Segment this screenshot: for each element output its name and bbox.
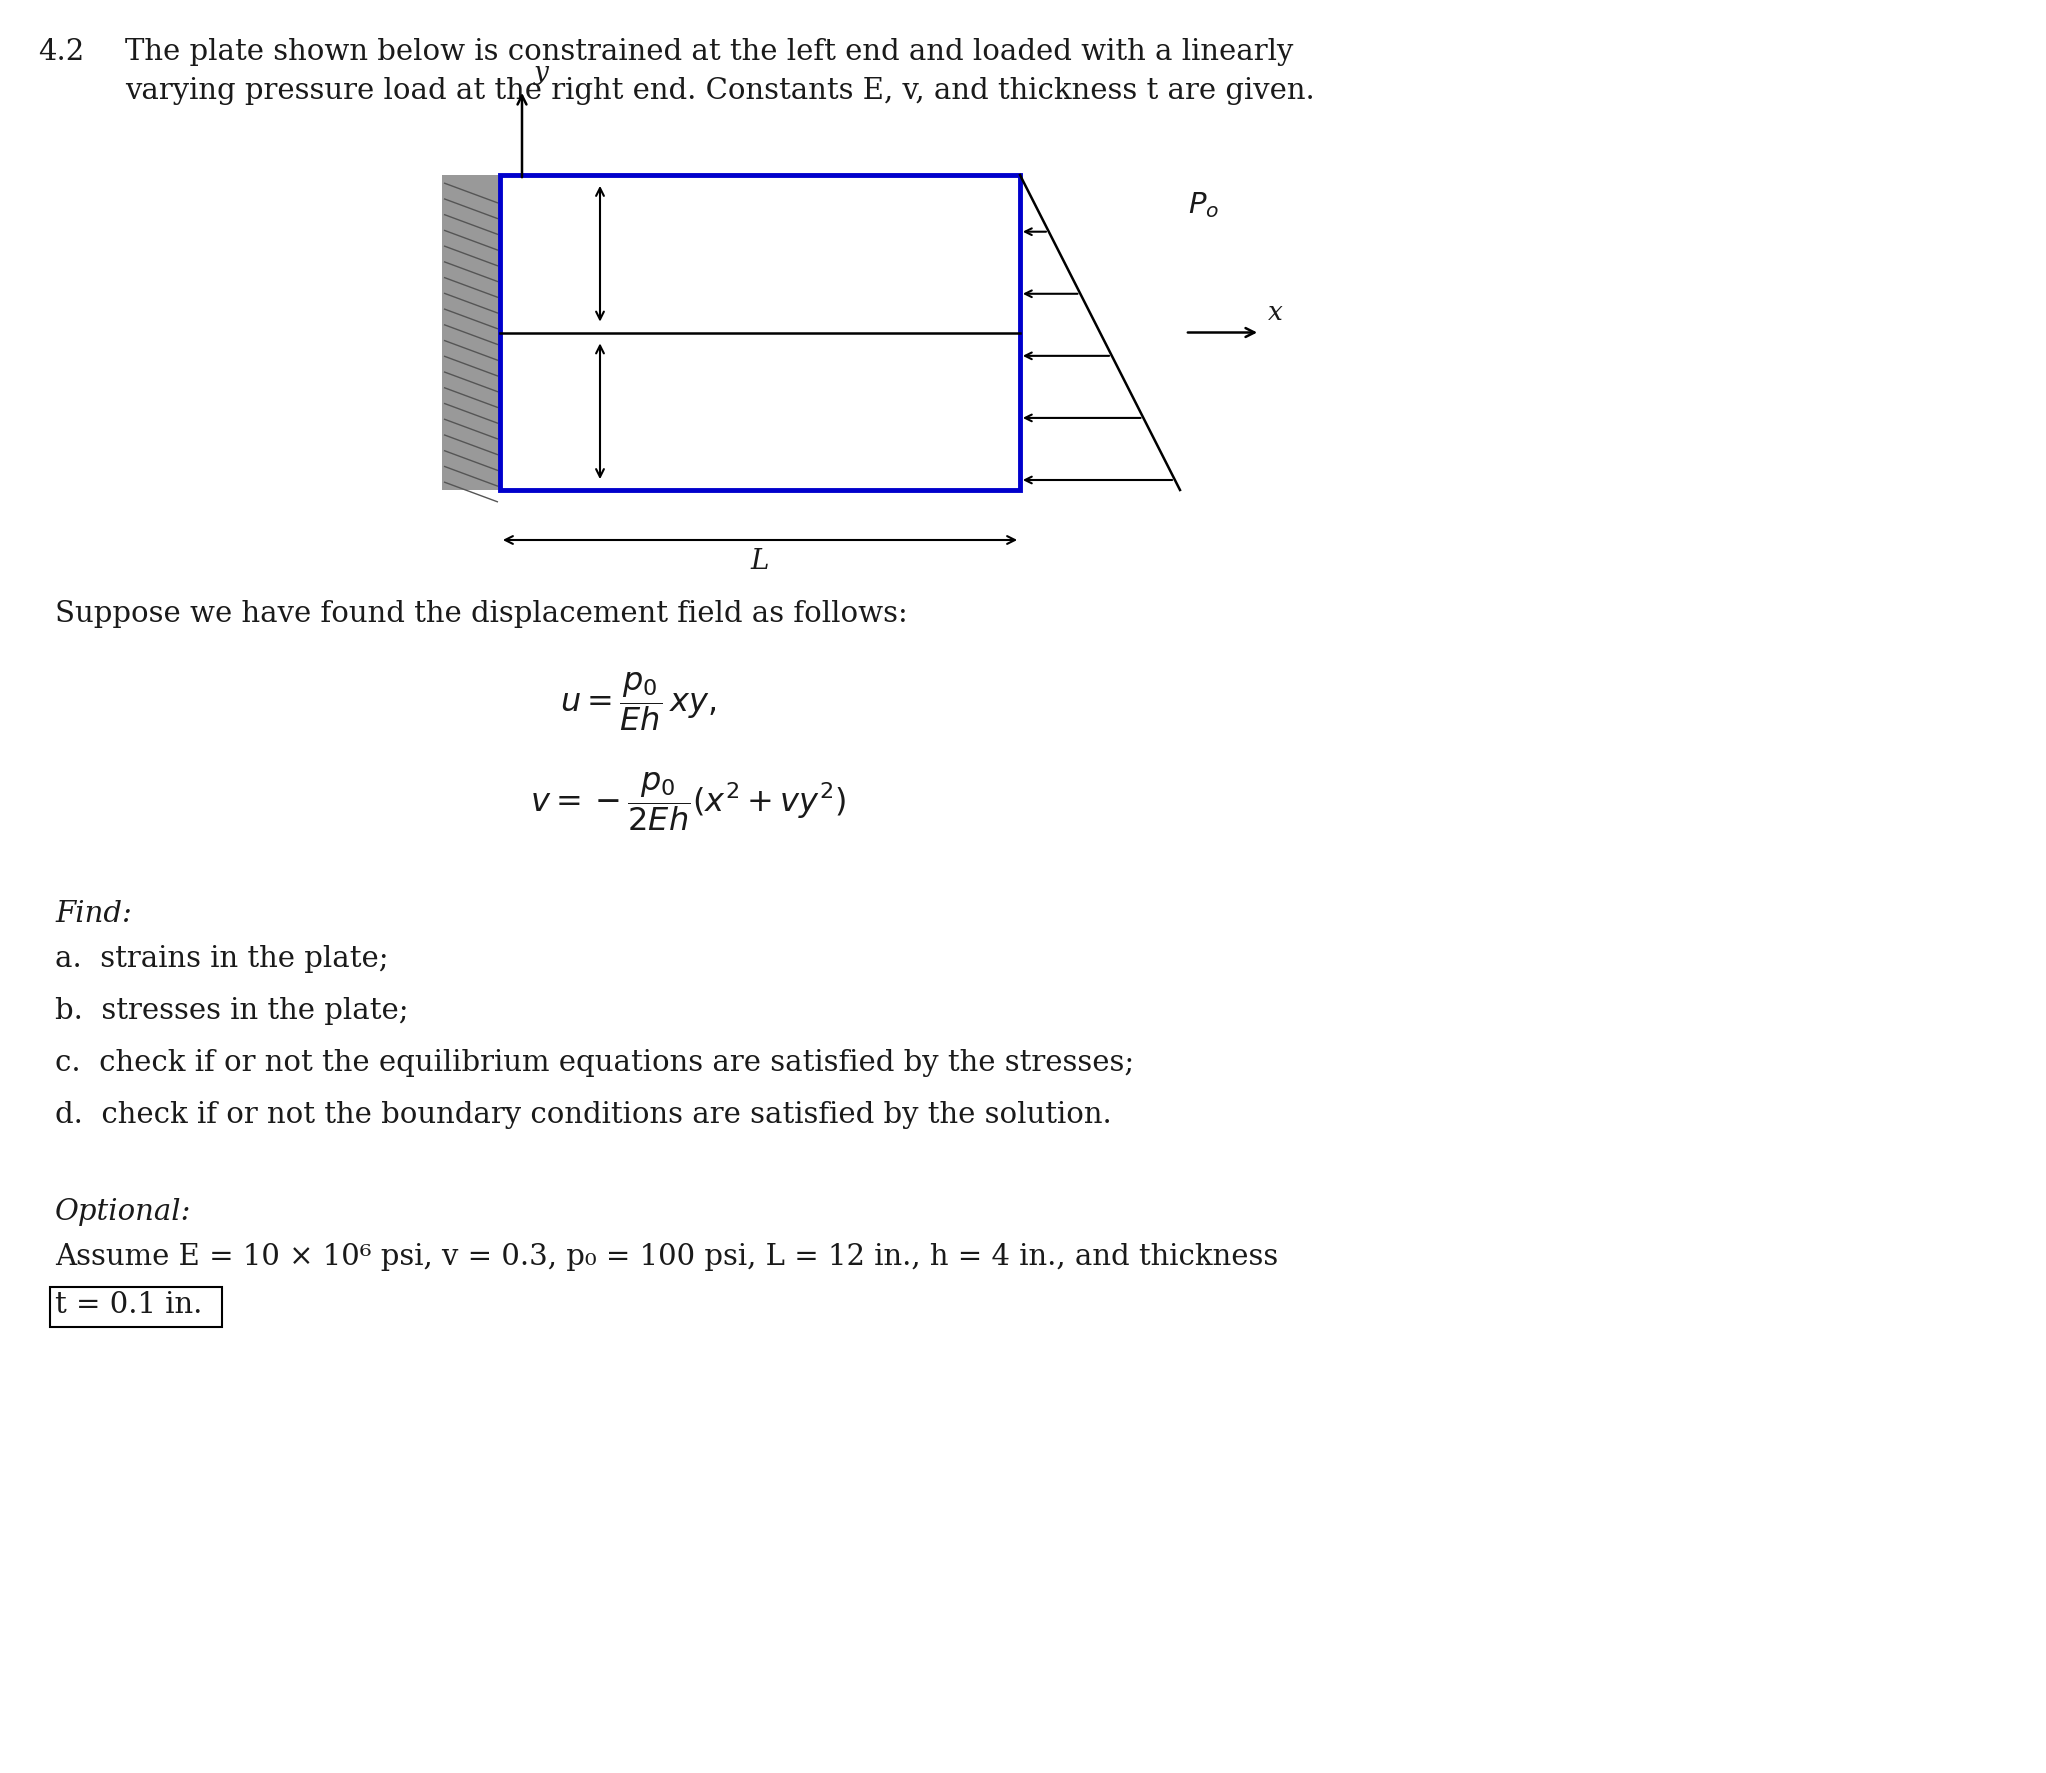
Text: Assume E = 10 × 10⁶ psi, v = 0.3, p₀ = 100 psi, L = 12 in., h = 4 in., and thick: Assume E = 10 × 10⁶ psi, v = 0.3, p₀ = 1… [55, 1243, 1279, 1271]
Text: Find:: Find: [55, 901, 131, 927]
Bar [499, 176, 1021, 489]
Text: y: y [534, 60, 548, 85]
Text: t = 0.1 in.: t = 0.1 in. [55, 1291, 203, 1319]
Text: The plate shown below is constrained at the left end and loaded with a linearly
: The plate shown below is constrained at … [125, 37, 1316, 105]
Text: $v = -\dfrac{p_0}{2Eh}(x^2 + vy^2)$: $v = -\dfrac{p_0}{2Eh}(x^2 + vy^2)$ [530, 769, 845, 833]
Text: a.  strains in the plate;: a. strains in the plate; [55, 945, 389, 973]
Text: L: L [751, 548, 769, 574]
Text: c.  check if or not the equilibrium equations are satisfied by the stresses;: c. check if or not the equilibrium equat… [55, 1050, 1133, 1076]
Bar [442, 176, 499, 489]
Text: h: h [614, 241, 632, 268]
Text: $P_o$: $P_o$ [1189, 190, 1219, 220]
Text: d.  check if or not the boundary conditions are satisfied by the solution.: d. check if or not the boundary conditio… [55, 1101, 1111, 1129]
Text: x: x [1269, 300, 1283, 324]
Text: $u = \dfrac{p_0}{Eh}\,xy,$: $u = \dfrac{p_0}{Eh}\,xy,$ [561, 670, 716, 732]
Text: Optional:: Optional: [55, 1199, 192, 1225]
Bar [49, 1287, 223, 1326]
Text: b.  stresses in the plate;: b. stresses in the plate; [55, 996, 409, 1025]
Text: h: h [614, 397, 632, 426]
Text: 4.2: 4.2 [39, 37, 84, 66]
Text: Suppose we have found the displacement field as follows:: Suppose we have found the displacement f… [55, 599, 908, 628]
